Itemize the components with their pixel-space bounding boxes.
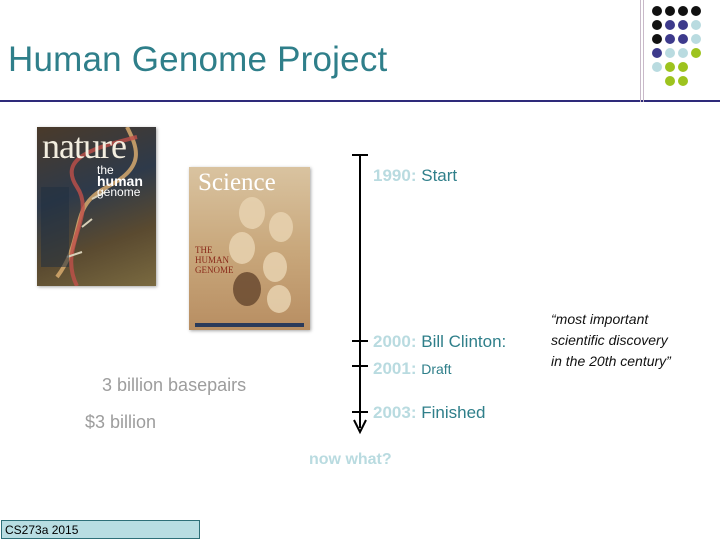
nature-cover-subtitle: the human genome	[97, 163, 143, 199]
cost-fact: $3 billion	[85, 412, 157, 432]
decorative-dot	[665, 20, 675, 30]
decorative-dot	[652, 20, 662, 30]
decorative-dot	[652, 34, 662, 44]
quote-line-3: in the 20th century”	[551, 353, 671, 369]
decorative-dot	[691, 34, 701, 44]
footer-course-label: CS273a 2015	[1, 520, 200, 539]
science-masthead: Science	[198, 169, 276, 196]
title-divider	[0, 100, 720, 102]
decorative-dot	[652, 6, 662, 16]
timeline-event-2001: 2001: Draft	[373, 359, 452, 378]
decorative-dot	[678, 6, 688, 16]
basepairs-fact: 3 billion basepairs	[102, 375, 247, 395]
slide-title: Human Genome Project	[8, 40, 388, 79]
timeline-event-2003: 2003: Finished	[373, 403, 486, 422]
timeline-arrowhead	[353, 419, 367, 435]
timeline-event-2000: 2000: Bill Clinton:	[373, 332, 507, 351]
quote-line-1: “most important	[551, 311, 649, 327]
nature-masthead: nature	[42, 127, 127, 166]
science-line-1: THE	[195, 245, 213, 255]
dna-helix-graphic	[41, 127, 138, 286]
science-line-2: HUMAN	[195, 255, 230, 265]
decorative-dot	[691, 20, 701, 30]
science-cover-image: Science THE HUMAN GENOME	[189, 167, 310, 330]
clinton-quote: “most important scientific discovery in …	[551, 309, 671, 372]
decorative-dot	[665, 48, 675, 58]
quote-line-2: scientific discovery	[551, 332, 668, 348]
decorative-dot	[678, 76, 688, 86]
decorative-dot	[691, 6, 701, 16]
nature-line-1: the	[97, 163, 114, 177]
nature-line-2: human	[97, 173, 143, 189]
decorative-dot	[678, 62, 688, 72]
science-line-3: GENOME	[195, 265, 234, 275]
decorative-dot	[665, 76, 675, 86]
timeline-event-1990: 1990: Start	[373, 166, 458, 185]
science-cover-subtitle: THE HUMAN GENOME	[195, 245, 234, 275]
science-cover-footer-bar	[195, 323, 304, 327]
corner-divider	[640, 0, 641, 102]
decorative-dot	[665, 6, 675, 16]
timeline-after-label: now what?	[309, 451, 392, 468]
nature-cover-image: nature the human genome	[37, 127, 156, 286]
decorative-dot	[678, 20, 688, 30]
decorative-dot	[652, 48, 662, 58]
decorative-dot	[652, 62, 662, 72]
corner-divider-2	[643, 0, 644, 102]
nature-line-3: genome	[97, 185, 141, 199]
timeline-axis	[352, 154, 368, 435]
decorative-dot	[678, 34, 688, 44]
decorative-dot	[665, 34, 675, 44]
decorative-dot	[678, 48, 688, 58]
decorative-dot	[665, 62, 675, 72]
decorative-dot	[691, 48, 701, 58]
